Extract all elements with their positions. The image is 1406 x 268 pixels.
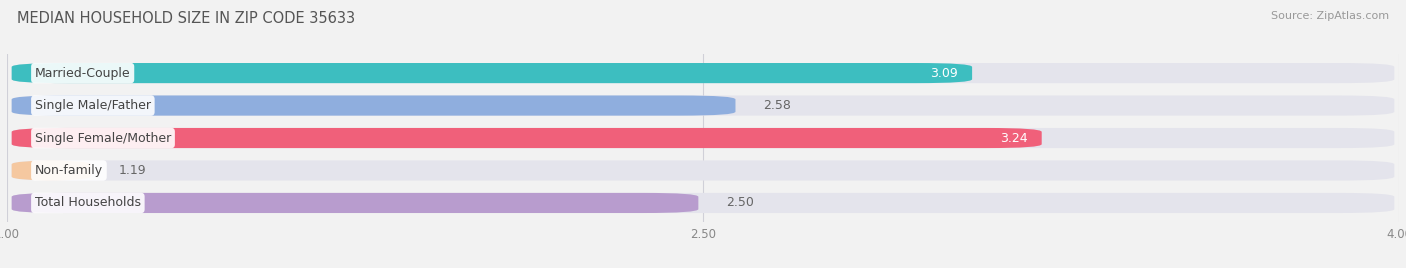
- FancyBboxPatch shape: [11, 161, 1395, 181]
- Text: Non-family: Non-family: [35, 164, 103, 177]
- FancyBboxPatch shape: [11, 95, 735, 116]
- Text: 2.58: 2.58: [763, 99, 792, 112]
- Text: Married-Couple: Married-Couple: [35, 66, 131, 80]
- FancyBboxPatch shape: [11, 128, 1042, 148]
- Text: Single Female/Mother: Single Female/Mother: [35, 132, 172, 144]
- Text: 2.50: 2.50: [725, 196, 754, 210]
- FancyBboxPatch shape: [11, 128, 1395, 148]
- FancyBboxPatch shape: [11, 193, 1395, 213]
- FancyBboxPatch shape: [11, 63, 1395, 83]
- Text: Total Households: Total Households: [35, 196, 141, 210]
- FancyBboxPatch shape: [11, 63, 972, 83]
- Text: MEDIAN HOUSEHOLD SIZE IN ZIP CODE 35633: MEDIAN HOUSEHOLD SIZE IN ZIP CODE 35633: [17, 11, 354, 26]
- FancyBboxPatch shape: [11, 193, 699, 213]
- Text: 3.09: 3.09: [931, 66, 957, 80]
- Text: Source: ZipAtlas.com: Source: ZipAtlas.com: [1271, 11, 1389, 21]
- FancyBboxPatch shape: [11, 95, 1395, 116]
- FancyBboxPatch shape: [11, 161, 90, 181]
- Text: 1.19: 1.19: [118, 164, 146, 177]
- Text: 3.24: 3.24: [1000, 132, 1028, 144]
- Text: Single Male/Father: Single Male/Father: [35, 99, 150, 112]
